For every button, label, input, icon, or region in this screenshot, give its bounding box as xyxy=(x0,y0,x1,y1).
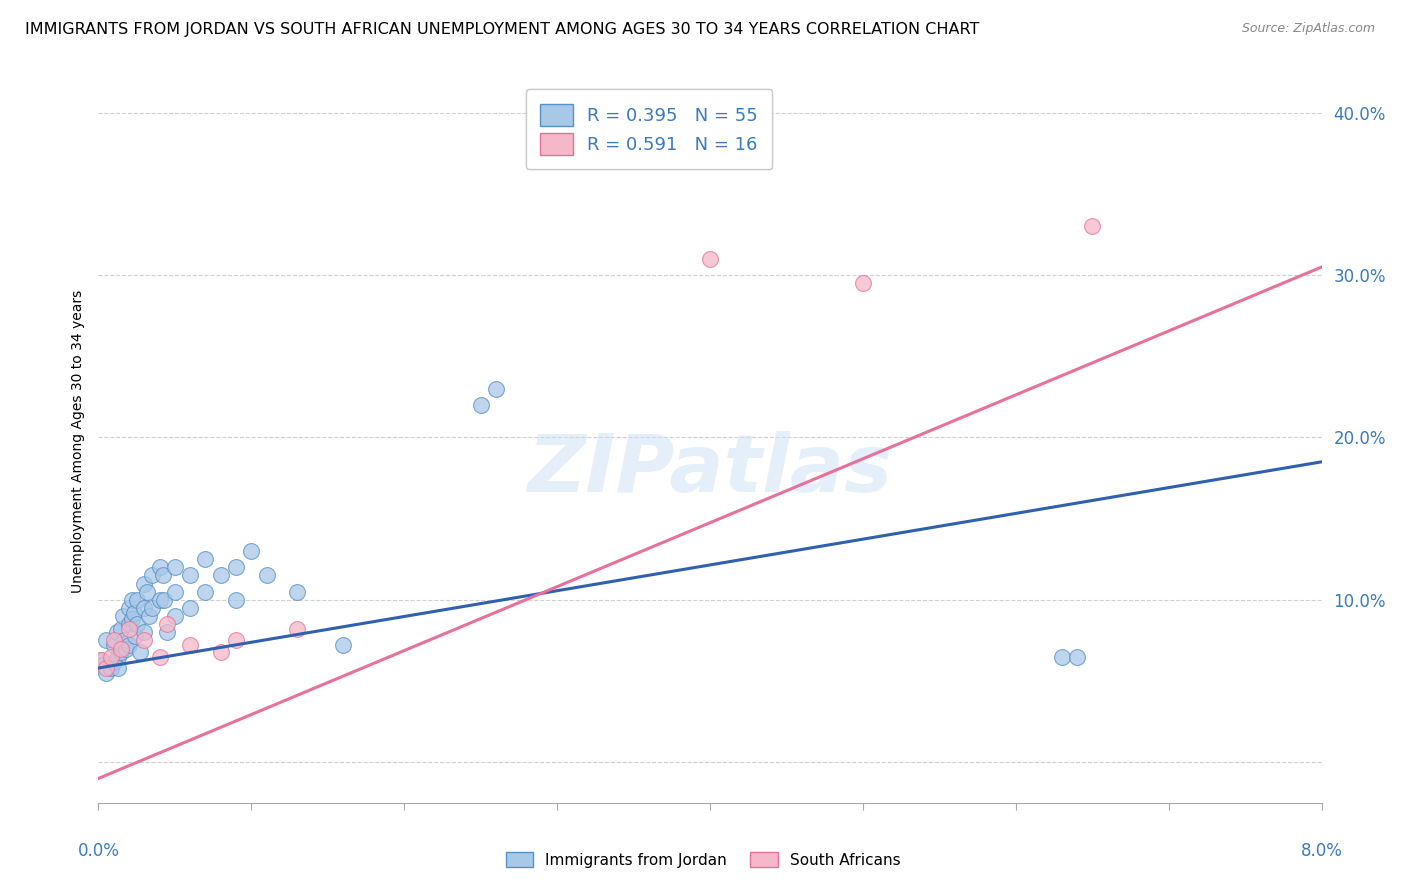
Point xyxy=(240,544,263,558)
Point xyxy=(134,576,156,591)
Legend: Immigrants from Jordan, South Africans: Immigrants from Jordan, South Africans xyxy=(498,844,908,875)
Point xyxy=(149,560,172,574)
Point xyxy=(156,617,179,632)
Point xyxy=(103,655,125,669)
Point xyxy=(138,609,160,624)
Point xyxy=(1081,219,1104,234)
Point xyxy=(152,568,174,582)
Point xyxy=(110,645,132,659)
Point xyxy=(179,601,201,615)
Point xyxy=(105,625,128,640)
Point xyxy=(209,645,232,659)
Point xyxy=(256,568,278,582)
Point xyxy=(91,657,114,672)
Point xyxy=(100,649,122,664)
Point xyxy=(107,649,129,664)
Point xyxy=(470,398,492,412)
Point xyxy=(94,665,117,680)
Point xyxy=(121,592,143,607)
Point xyxy=(225,592,247,607)
Point xyxy=(107,661,129,675)
Point xyxy=(136,584,159,599)
Point xyxy=(1066,649,1088,664)
Point xyxy=(125,617,148,632)
Point xyxy=(163,584,186,599)
Point xyxy=(90,653,112,667)
Point xyxy=(141,568,163,582)
Point xyxy=(110,622,132,636)
Point xyxy=(485,382,508,396)
Point xyxy=(153,592,176,607)
Point xyxy=(163,609,186,624)
Point xyxy=(118,638,141,652)
Text: Source: ZipAtlas.com: Source: ZipAtlas.com xyxy=(1241,22,1375,36)
Point xyxy=(285,584,308,599)
Point xyxy=(124,629,146,643)
Point xyxy=(110,641,132,656)
Point xyxy=(179,638,201,652)
Point xyxy=(149,592,172,607)
Point xyxy=(103,633,125,648)
Point xyxy=(179,568,201,582)
Point xyxy=(225,560,247,574)
Point xyxy=(194,552,217,566)
Point xyxy=(122,606,145,620)
Point xyxy=(163,560,186,574)
Point xyxy=(100,661,122,675)
Point xyxy=(134,601,156,615)
Point xyxy=(134,625,156,640)
Text: 8.0%: 8.0% xyxy=(1301,842,1343,860)
Point xyxy=(285,622,308,636)
Point xyxy=(209,568,232,582)
Point xyxy=(128,645,150,659)
Point xyxy=(125,592,148,607)
Point xyxy=(118,601,141,615)
Point xyxy=(115,641,138,656)
Point xyxy=(111,609,134,624)
Point xyxy=(118,617,141,632)
Point xyxy=(156,625,179,640)
Point xyxy=(852,277,875,291)
Legend: R = 0.395   N = 55, R = 0.591   N = 16: R = 0.395 N = 55, R = 0.591 N = 16 xyxy=(526,89,772,169)
Text: 0.0%: 0.0% xyxy=(77,842,120,860)
Point xyxy=(90,653,112,667)
Point xyxy=(149,649,172,664)
Point xyxy=(118,622,141,636)
Text: ZIPatlas: ZIPatlas xyxy=(527,432,893,509)
Point xyxy=(225,633,247,648)
Point xyxy=(112,633,135,648)
Point xyxy=(1050,649,1073,664)
Point xyxy=(121,612,143,626)
Point xyxy=(332,638,354,652)
Point xyxy=(699,252,721,266)
Y-axis label: Unemployment Among Ages 30 to 34 years: Unemployment Among Ages 30 to 34 years xyxy=(70,290,84,593)
Point xyxy=(194,584,217,599)
Point xyxy=(94,661,117,675)
Point xyxy=(141,601,163,615)
Point xyxy=(134,633,156,648)
Point xyxy=(94,633,117,648)
Point xyxy=(103,638,125,652)
Text: IMMIGRANTS FROM JORDAN VS SOUTH AFRICAN UNEMPLOYMENT AMONG AGES 30 TO 34 YEARS C: IMMIGRANTS FROM JORDAN VS SOUTH AFRICAN … xyxy=(25,22,980,37)
